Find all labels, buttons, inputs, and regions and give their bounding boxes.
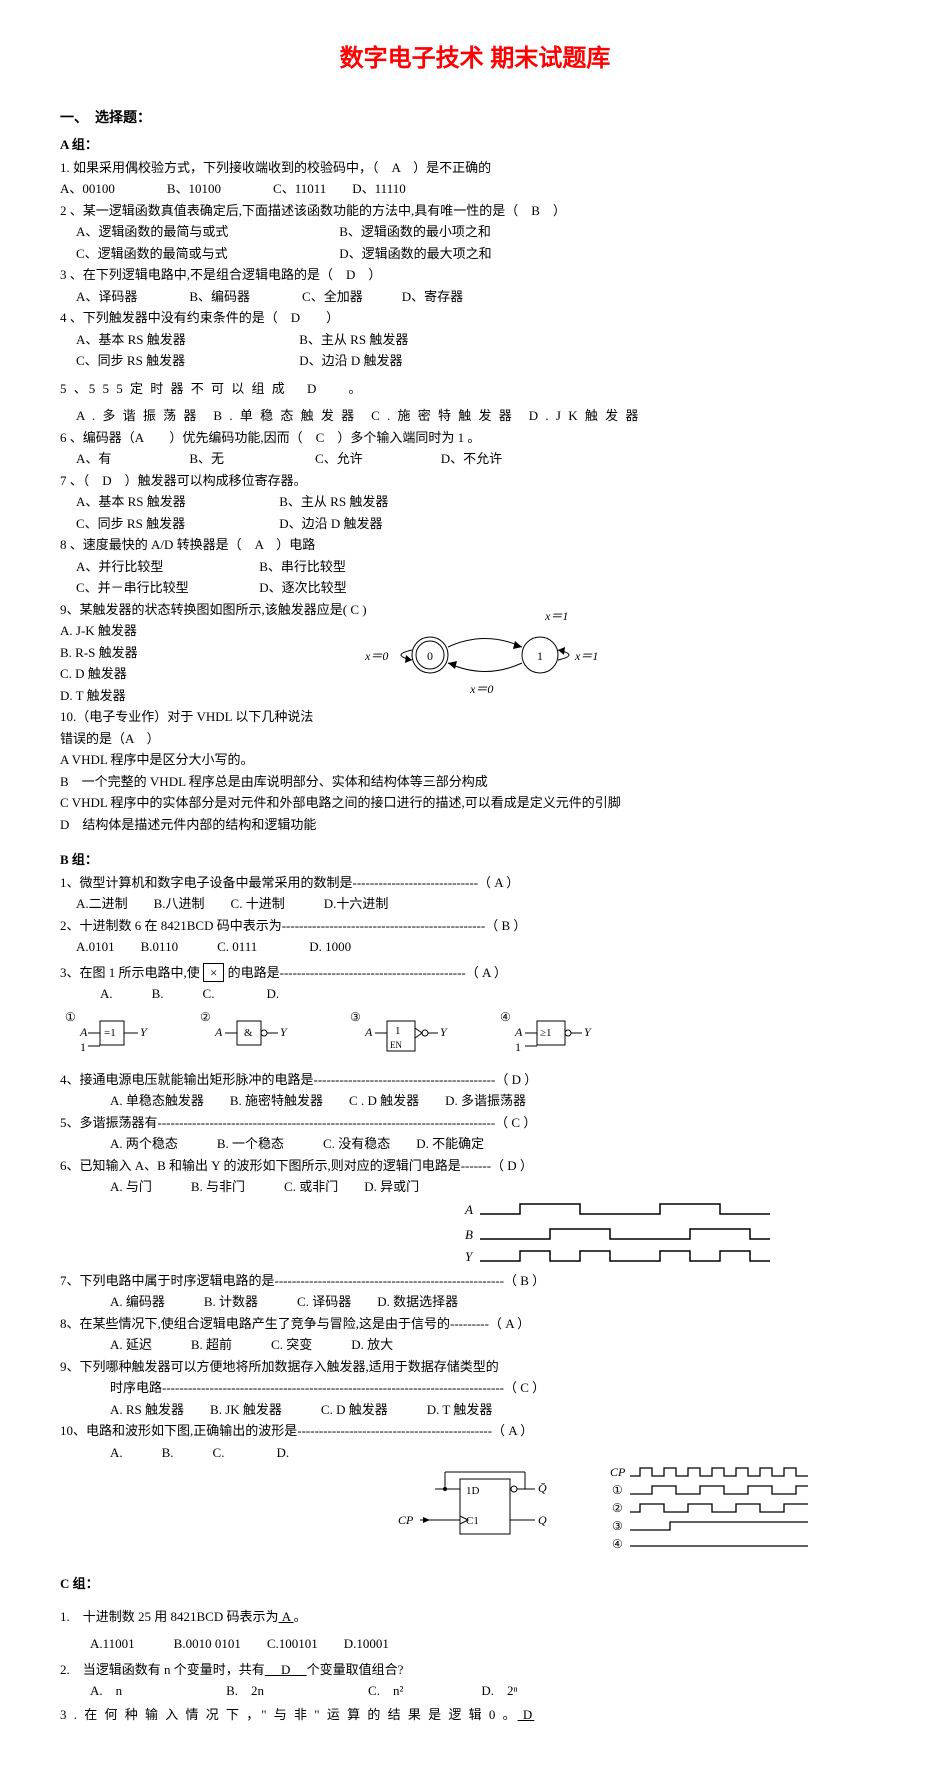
q-a7: 7 、（ D ）触发器可以构成移位寄存器。 bbox=[60, 471, 890, 491]
svg-text:①: ① bbox=[612, 1483, 623, 1497]
page-title: 数字电子技术 期末试题库 bbox=[60, 40, 890, 78]
svg-text:A: A bbox=[364, 1025, 373, 1039]
q-a10-c: C VHDL 程序中的实体部分是对元件和外部电路之间的接口进行的描述,可以看成是… bbox=[60, 793, 890, 813]
q-b5-opts: A. 两个稳态 B. 一个稳态 C. 没有稳态 D. 不能确定 bbox=[110, 1134, 890, 1154]
svg-text:③: ③ bbox=[612, 1519, 623, 1533]
q-a10-d: D 结构体是描述元件内部的结构和逻辑功能 bbox=[60, 815, 890, 835]
q-b1-opts: A.二进制 B.八进制 C. 十进制 D.十六进制 bbox=[76, 894, 890, 914]
q-b8-opts: A. 延迟 B. 超前 C. 突变 D. 放大 bbox=[110, 1335, 890, 1355]
svg-text:B: B bbox=[465, 1227, 473, 1242]
svg-text:&: & bbox=[244, 1027, 253, 1039]
svg-text:CP: CP bbox=[398, 1513, 414, 1527]
q-c1-opts: A.11001 B.0010 0101 C.100101 D.10001 bbox=[90, 1634, 890, 1654]
q-a10-a: A VHDL 程序中是区分大小写的。 bbox=[60, 750, 890, 770]
svg-text:Q: Q bbox=[538, 1513, 547, 1527]
q-a1-opts: A、00100 B、10100 C、11011 D、11110 bbox=[60, 179, 890, 199]
svg-text:A: A bbox=[214, 1025, 223, 1039]
svg-text:1: 1 bbox=[515, 1040, 521, 1054]
q-a4: 4 、下列触发器中没有约束条件的是（ D ） bbox=[60, 308, 890, 328]
q-a2: 2 、某一逻辑函数真值表确定后,下面描述该函数功能的方法中,具有唯一性的是（ B… bbox=[60, 201, 890, 221]
svg-text:③: ③ bbox=[350, 1010, 361, 1024]
q-b9-2: 时序电路------------------------------------… bbox=[110, 1378, 890, 1398]
q-b3: 3、在图 1 所示电路中,使 × 的电路是-------------------… bbox=[60, 963, 890, 983]
state-diagram: 0 1 x＝1 x＝0 x＝0 x＝1 bbox=[360, 605, 620, 695]
q-a7-row2: C、同步 RS 触发器 D、边沿 D 触发器 bbox=[76, 514, 890, 534]
q-a3-opts: A、译码器 B、编码器 C、全加器 D、寄存器 bbox=[76, 287, 890, 307]
svg-text:≥1: ≥1 bbox=[540, 1027, 552, 1039]
q-a5: 5 、5 5 5 定 时 器 不 可 以 组 成 D 。 bbox=[60, 379, 890, 399]
svg-text:CP: CP bbox=[610, 1465, 626, 1479]
q-a1: 1. 如果采用偶校验方式，下列接收端收到的校验码中，（ A ）是不正确的 bbox=[60, 158, 890, 178]
q-b3-opts: A. B. C. D. bbox=[100, 984, 890, 1004]
svg-text:1D: 1D bbox=[466, 1485, 480, 1497]
q-a2-row2: C、逻辑函数的最简或与式 D、逻辑函数的最大项之和 bbox=[76, 244, 890, 264]
q-a6: 6 、编码器（A ）优先编码功能,因而（ C ）多个输入端同时为 1 。 bbox=[60, 428, 890, 448]
q-b6: 6、已知输入 A、B 和输出 Y 的波形如下图所示,则对应的逻辑门电路是----… bbox=[60, 1156, 890, 1176]
group-a-label: A 组： bbox=[60, 135, 890, 156]
q-b9: 9、下列哪种触发器可以方便地将所加数据存入触发器,适用于数据存储类型的 bbox=[60, 1357, 890, 1377]
svg-text:A: A bbox=[514, 1025, 523, 1039]
svg-text:④: ④ bbox=[500, 1010, 511, 1024]
q-b2-opts: A.0101 B.0110 C. 0111 D. 1000 bbox=[76, 937, 890, 957]
svg-text:x＝1: x＝1 bbox=[574, 649, 598, 663]
svg-text:Y: Y bbox=[465, 1249, 474, 1264]
q-b5: 5、多谐振荡器有--------------------------------… bbox=[60, 1113, 890, 1133]
q-c1: 1. 十进制数 25 用 8421BCD 码表示为 A 。 bbox=[60, 1607, 890, 1627]
q-b2: 2、十进制数 6 在 8421BCD 码中表示为----------------… bbox=[60, 916, 890, 936]
q-a8-row2: C、并－串行比较型 D、逐次比较型 bbox=[76, 578, 890, 598]
svg-text:②: ② bbox=[612, 1501, 623, 1515]
q-a8-row1: A、并行比较型 B、串行比较型 bbox=[76, 557, 890, 577]
svg-text:Y: Y bbox=[140, 1025, 148, 1039]
svg-text:=1: =1 bbox=[104, 1027, 116, 1039]
svg-text:A: A bbox=[464, 1202, 473, 1217]
svg-text:Q̄: Q̄ bbox=[538, 1481, 547, 1495]
svg-text:Y: Y bbox=[280, 1025, 288, 1039]
svg-text:x＝0: x＝0 bbox=[364, 649, 388, 663]
q-b10-opts: A. B. C. D. bbox=[110, 1443, 890, 1463]
q-b9-opts: A. RS 触发器 B. JK 触发器 C. D 触发器 D. T 触发器 bbox=[110, 1400, 890, 1420]
q-c2-opts: A. n B. 2n C. n² D. 2ⁿ bbox=[90, 1681, 890, 1701]
q-a7-row1: A、基本 RS 触发器 B、主从 RS 触发器 bbox=[76, 492, 890, 512]
svg-text:Y: Y bbox=[584, 1025, 592, 1039]
flipflop-circuit: 1D C1 CP Q̄ Q CP ① ② ③ ④ bbox=[380, 1464, 840, 1554]
q-b1: 1、微型计算机和数字电子设备中最常采用的数制是-----------------… bbox=[60, 873, 890, 893]
q-a4-row2: C、同步 RS 触发器 D、边沿 D 触发器 bbox=[76, 351, 890, 371]
q-a10: 10.（电子专业作）对于 VHDL 以下几种说法 bbox=[60, 707, 890, 727]
q-b7-opts: A. 编码器 B. 计数器 C. 译码器 D. 数据选择器 bbox=[110, 1292, 890, 1312]
q-c3: 3 . 在 何 种 输 入 情 况 下 ，" 与 非 " 运 算 的 结 果 是… bbox=[60, 1705, 890, 1725]
svg-text:1: 1 bbox=[80, 1040, 86, 1054]
group-c-label: C 组： bbox=[60, 1574, 890, 1595]
waveform-aby: A B Y bbox=[460, 1199, 780, 1269]
q-b8: 8、在某些情况下,使组合逻辑电路产生了竞争与冒险,这是由于信号的--------… bbox=[60, 1314, 890, 1334]
gate-circuits: ① A =1 Y 1 ② A & Y ③ A 1 EN Y ④ A ≥1 Y 1 bbox=[60, 1006, 660, 1061]
q-b6-opts: A. 与门 B. 与非门 C. 或非门 D. 异或门 bbox=[110, 1177, 890, 1197]
svg-text:A: A bbox=[79, 1025, 88, 1039]
svg-text:1: 1 bbox=[537, 649, 543, 663]
svg-text:C1: C1 bbox=[466, 1515, 479, 1527]
svg-text:④: ④ bbox=[612, 1537, 623, 1551]
section-header: 一、 选择题： bbox=[60, 108, 890, 130]
svg-text:1: 1 bbox=[395, 1025, 401, 1037]
q-a5-opts: A . 多 谐 振 荡 器 B . 单 稳 态 触 发 器 C . 施 密 特 … bbox=[76, 406, 890, 426]
svg-text:①: ① bbox=[65, 1010, 76, 1024]
q-b10: 10、电路和波形如下图,正确输出的波形是--------------------… bbox=[60, 1421, 890, 1441]
svg-text:②: ② bbox=[200, 1010, 211, 1024]
q-b7: 7、下列电路中属于时序逻辑电路的是-----------------------… bbox=[60, 1271, 890, 1291]
svg-text:0: 0 bbox=[427, 649, 433, 663]
svg-text:x＝1: x＝1 bbox=[544, 609, 568, 623]
q-c2: 2. 当逻辑函数有 n 个变量时，共有 D 个变量取值组合? bbox=[60, 1660, 890, 1680]
q-a8: 8 、速度最快的 A/D 转换器是（ A ）电路 bbox=[60, 535, 890, 555]
q-a10-b: B 一个完整的 VHDL 程序总是由库说明部分、实体和结构体等三部分构成 bbox=[60, 772, 890, 792]
svg-text:Y: Y bbox=[440, 1025, 448, 1039]
q-a3: 3 、在下列逻辑电路中,不是组合逻辑电路的是（ D ） bbox=[60, 265, 890, 285]
q-a6-opts: A、有 B、无 C、允许 D、不允许 bbox=[76, 449, 890, 469]
svg-text:EN: EN bbox=[390, 1040, 402, 1050]
q-b4: 4、接通电源电压就能输出矩形脉冲的电路是--------------------… bbox=[60, 1070, 890, 1090]
q-a4-row1: A、基本 RS 触发器 B、主从 RS 触发器 bbox=[76, 330, 890, 350]
q-b4-opts: A. 单稳态触发器 B. 施密特触发器 C . D 触发器 D. 多谐振荡器 bbox=[110, 1091, 890, 1111]
svg-text:x＝0: x＝0 bbox=[469, 682, 493, 695]
group-b-label: B 组： bbox=[60, 850, 890, 871]
q-a10-2: 错误的是（A ） bbox=[60, 729, 890, 749]
q-a2-row1: A、逻辑函数的最简与或式 B、逻辑函数的最小项之和 bbox=[76, 222, 890, 242]
